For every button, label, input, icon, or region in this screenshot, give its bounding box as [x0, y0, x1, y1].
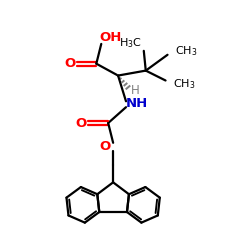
Text: OH: OH	[99, 32, 121, 44]
Text: O: O	[64, 57, 75, 70]
Text: NH: NH	[126, 97, 148, 110]
Text: CH$_3$: CH$_3$	[174, 78, 196, 91]
Text: H$_3$C: H$_3$C	[119, 36, 142, 50]
Text: O: O	[76, 116, 87, 130]
Text: H: H	[130, 84, 139, 97]
Text: CH$_3$: CH$_3$	[176, 44, 198, 58]
Text: O: O	[100, 140, 111, 153]
